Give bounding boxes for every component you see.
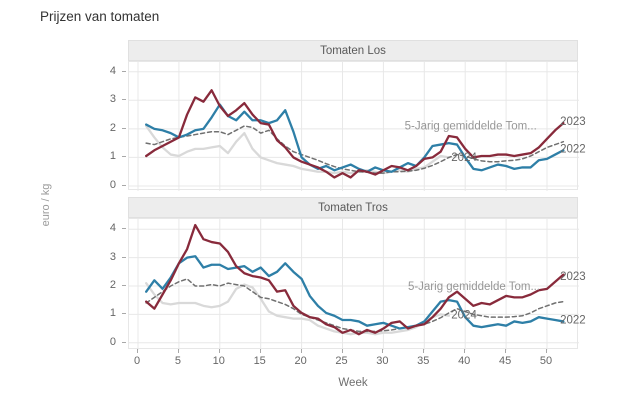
x-tick-mark xyxy=(423,349,425,353)
x-tick-label: 0 xyxy=(133,355,141,367)
x-tick-label: 35 xyxy=(417,355,430,367)
x-tick-mark xyxy=(382,349,384,353)
line-label: 2024 xyxy=(451,152,477,164)
x-tick-mark xyxy=(137,349,138,353)
series-line-2022 xyxy=(145,103,565,173)
x-tick-label: 10 xyxy=(212,355,225,367)
line-label: 2022 xyxy=(560,143,586,155)
chart-title: Prijzen van tomaten xyxy=(40,9,160,24)
plot-panel-tomaten-tros: 5-Jarig gemiddelde Tom... 2023 2022 2024 xyxy=(128,218,586,350)
line-label: 2024 xyxy=(451,309,477,321)
x-tick-mark xyxy=(341,349,343,353)
y-tick-label: 4 xyxy=(109,222,116,235)
x-tick-label: 5 xyxy=(174,355,181,367)
x-tick-mark xyxy=(300,349,302,353)
line-label: 5-Jarig gemiddelde Tom... xyxy=(408,281,540,293)
plot-panel-tomaten-los: 5-Jarig gemiddelde Tom... 2023 2022 2024 xyxy=(128,61,586,191)
series-line-2024 xyxy=(145,124,450,175)
y-tick-mark xyxy=(122,341,126,343)
y-tick-mark xyxy=(122,313,126,315)
x-tick-mark xyxy=(464,349,466,353)
y-tick-mark xyxy=(122,228,126,230)
x-tick-label: 25 xyxy=(335,355,348,367)
series-line-2023 xyxy=(145,89,565,179)
facet-header-tomaten-tros: Tomaten Tros xyxy=(128,197,578,218)
line-label: 2023 xyxy=(560,271,586,283)
series-line-5-jarig-gemiddelde-tomaten-tros xyxy=(145,278,565,333)
facet-header-label: Tomaten Los xyxy=(320,45,386,57)
y-tick-mark xyxy=(122,285,126,286)
x-tick-label: 15 xyxy=(253,355,266,367)
y-tick-label: 4 xyxy=(109,64,116,77)
x-tick-label: 20 xyxy=(294,355,307,367)
series-line-2023 xyxy=(145,223,565,336)
y-tick-mark xyxy=(122,185,126,186)
line-label: 2022 xyxy=(560,314,586,326)
facet-header-tomaten-los: Tomaten Los xyxy=(128,40,578,61)
x-tick-label: 30 xyxy=(376,355,389,367)
line-label: 5-Jarig gemiddelde Tom... xyxy=(405,120,537,132)
y-tick-label: 2 xyxy=(109,279,116,291)
y-tick-label: 1 xyxy=(109,150,116,163)
y-axis-title: euro / kg xyxy=(40,183,52,227)
series-line-2024 xyxy=(145,282,450,336)
x-tick-mark xyxy=(177,349,179,353)
x-tick-label: 50 xyxy=(539,355,553,367)
x-tick-mark xyxy=(505,349,507,353)
y-tick-mark xyxy=(122,127,126,129)
x-tick-mark xyxy=(259,349,261,353)
x-tick-mark xyxy=(218,349,220,353)
y-tick-label: 3 xyxy=(109,93,116,106)
x-tick-mark xyxy=(546,349,547,353)
y-tick-label: 0 xyxy=(109,179,116,191)
x-tick-label: 40 xyxy=(458,355,471,367)
y-tick-mark xyxy=(122,156,126,158)
x-axis-title: Week xyxy=(338,377,368,389)
y-tick-label: 0 xyxy=(109,335,116,348)
line-label: 2023 xyxy=(560,116,586,128)
y-tick-label: 1 xyxy=(109,307,116,320)
series-line-2022 xyxy=(145,255,565,330)
y-tick-mark xyxy=(122,256,126,258)
y-tick-mark xyxy=(122,70,126,72)
facet-header-label: Tomaten Tros xyxy=(318,202,388,214)
y-tick-mark xyxy=(122,99,126,101)
y-tick-label: 3 xyxy=(109,250,116,263)
x-tick-label: 45 xyxy=(498,355,512,367)
y-tick-label: 2 xyxy=(109,121,116,134)
series-line-5-jarig-gemiddelde-tomaten-los xyxy=(145,125,565,174)
